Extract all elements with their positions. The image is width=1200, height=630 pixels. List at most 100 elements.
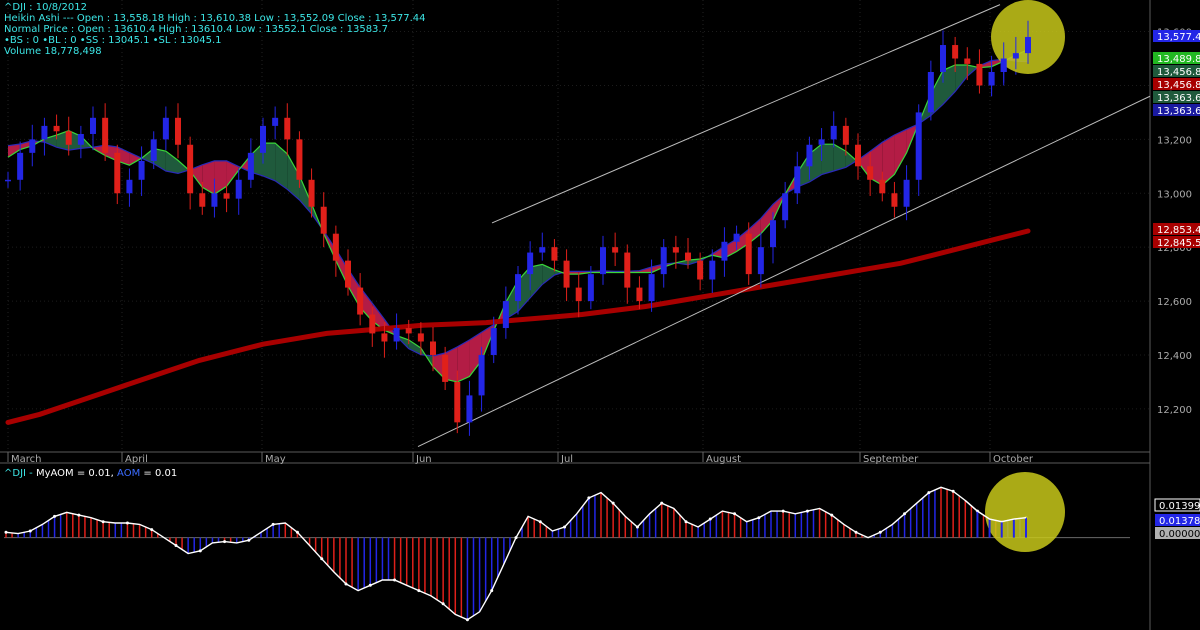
candle-body: [988, 71, 995, 86]
candle-body: [842, 125, 849, 145]
header-heikin-ashi: Heikin Ashi --- Open : 13,558.18 High : …: [4, 13, 426, 24]
candle-body: [199, 193, 206, 207]
indicator-tag-box: [1155, 527, 1200, 539]
cloud-segment: [202, 160, 215, 195]
myaom-point: [757, 516, 761, 520]
myaom-line-tail: [964, 499, 1027, 523]
candle-body: [5, 179, 11, 182]
cloud-segment: [165, 151, 178, 174]
candle-body: [381, 333, 388, 342]
candle-body: [272, 117, 279, 126]
x-axis-label: May: [265, 454, 286, 465]
candle-body: [515, 274, 521, 302]
price-tag-label: 13,489.8: [1157, 54, 1200, 65]
cloud-segment: [566, 271, 579, 275]
cloud-segment: [445, 346, 458, 382]
candle-body: [284, 117, 291, 140]
candle-body: [308, 179, 315, 207]
candle-body: [126, 179, 133, 194]
cloud-segment: [882, 134, 895, 186]
candle-body: [600, 247, 606, 275]
candle-body: [187, 144, 194, 194]
y-tick-label: 12,200: [1157, 405, 1192, 416]
myaom-point: [951, 489, 955, 493]
candle-body: [102, 117, 109, 153]
candle-body: [490, 328, 497, 355]
cloud-segment: [651, 264, 664, 273]
cloud-segment: [105, 145, 118, 161]
x-axis-label: October: [993, 454, 1034, 465]
candle-body: [685, 252, 691, 261]
candle-body: [952, 45, 959, 59]
price-tag: 13,577.4: [1153, 30, 1200, 43]
candle-body: [915, 112, 922, 180]
price-tag-label: 13,363.6: [1157, 93, 1200, 104]
cloud-segment: [360, 287, 373, 322]
candle-body: [697, 260, 704, 280]
myaom-point: [271, 522, 275, 526]
price-tag: 13,363.6: [1153, 104, 1200, 117]
candle-body: [539, 247, 546, 253]
x-axis-label: March: [11, 454, 41, 465]
candle-body: [891, 193, 898, 207]
cloud-segment: [712, 246, 725, 258]
cloud-segment: [287, 153, 300, 200]
candle-body: [818, 139, 825, 145]
channel-lower-line: [417, 95, 1151, 448]
cloud-segment: [93, 145, 106, 156]
indicator-tag-label: 0.013996: [1159, 501, 1200, 512]
cloud-segment: [505, 280, 518, 319]
candle-body: [162, 117, 169, 140]
cloud-segment: [894, 129, 907, 175]
cloud-segment: [372, 303, 385, 331]
candle-body: [927, 71, 934, 113]
candle-body: [417, 333, 424, 342]
cloud-segment: [955, 64, 968, 92]
price-tag: 13,363.6: [1153, 91, 1200, 104]
header-signals: •BS : 0 •BL : 0 •SS : 13045.1 •SL : 1304…: [4, 35, 222, 46]
candle-body: [976, 63, 983, 86]
highlight-circle-indicator: [985, 472, 1065, 552]
candle-body: [636, 287, 643, 302]
price-tag: 13,456.8: [1153, 65, 1200, 78]
cloud-segment: [408, 339, 421, 355]
indicator-tag: 0.013996: [1154, 498, 1200, 512]
myaom-point: [635, 525, 639, 529]
candle-body: [41, 125, 48, 140]
candle-body: [150, 139, 157, 161]
cloud-fast-line: [7, 48, 1029, 383]
cloud-segment: [250, 143, 263, 176]
cloud-segment: [736, 229, 749, 252]
myaom-point: [538, 520, 542, 524]
indicator-header: ^DJI - MyAOM = 0.01, AOM = 0.01: [4, 468, 177, 479]
header-volume: Volume 18,778,498: [4, 46, 102, 57]
myaom-point: [77, 513, 81, 517]
indicator-tag-label: 0.013784: [1159, 516, 1200, 527]
candle-body: [709, 260, 716, 280]
indicator-tag-box: [1155, 514, 1200, 526]
cloud-segment: [68, 130, 81, 151]
y-tick-label: 12,800: [1157, 243, 1192, 254]
candle-body: [442, 354, 449, 382]
indicator-aom-value: = 0.01: [143, 468, 178, 479]
price-tag-label: 12,845.5: [1157, 238, 1200, 249]
cloud-segment: [20, 140, 33, 150]
candle-body: [624, 252, 631, 288]
candle-body: [1000, 58, 1007, 72]
price-tag-label: 13,363.6: [1157, 106, 1200, 117]
candle-body: [223, 193, 230, 199]
cloud-segment: [56, 130, 69, 151]
cloud-segment: [469, 332, 482, 377]
x-axis-label: August: [706, 454, 741, 465]
price-tag-label: 13,456.8: [1157, 80, 1200, 91]
myaom-point: [878, 530, 882, 534]
price-tag: 12,853.4: [1153, 223, 1200, 236]
myaom-point: [150, 528, 154, 532]
candle-body: [320, 206, 327, 234]
price-tag-label: 12,853.4: [1157, 225, 1200, 236]
candle-body: [393, 328, 400, 342]
channel-upper-line: [491, 4, 1001, 224]
candle-body: [879, 179, 886, 194]
